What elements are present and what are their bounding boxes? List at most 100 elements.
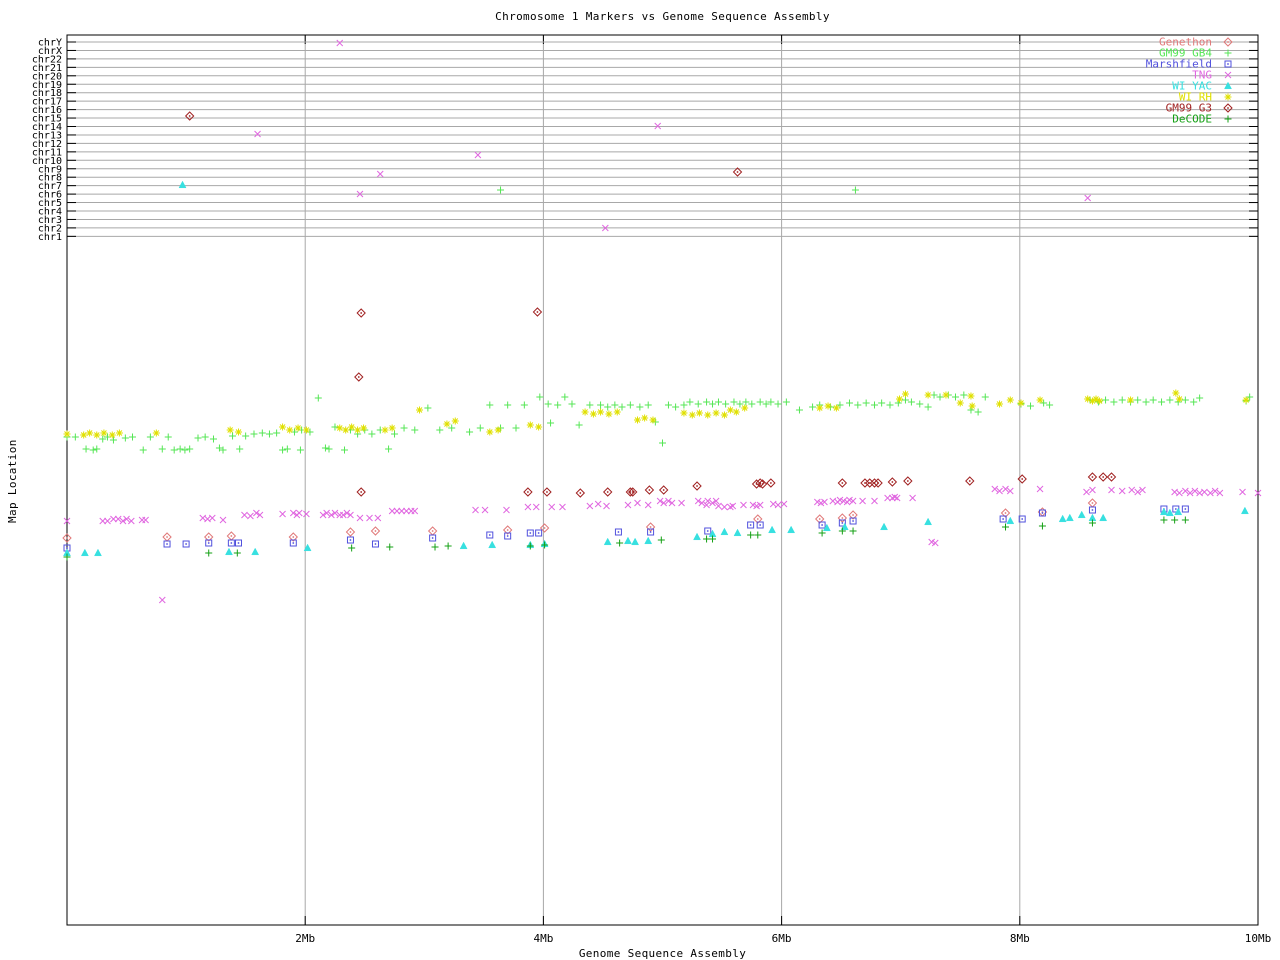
data-point (302, 426, 310, 434)
data-point (891, 493, 899, 501)
data-point (688, 411, 696, 419)
data-point (356, 514, 364, 522)
data-point (1083, 488, 1090, 496)
data-point (1036, 485, 1044, 493)
data-point (668, 499, 676, 507)
data-point (356, 308, 366, 318)
data-point (720, 527, 729, 536)
y-tick-label: chr6 (38, 190, 62, 201)
data-point (658, 485, 669, 495)
data-point (603, 487, 613, 497)
data-point (838, 527, 846, 535)
data-point (345, 527, 356, 537)
data-point (924, 403, 932, 411)
data-point (657, 536, 665, 544)
data-point (647, 528, 655, 536)
data-point (226, 531, 237, 541)
data-point (614, 528, 622, 536)
data-point (331, 509, 339, 517)
y-tick-label: chr7 (38, 181, 62, 192)
data-point (235, 428, 243, 436)
data-point (878, 399, 886, 407)
data-point (523, 487, 533, 497)
data-point (1058, 514, 1067, 523)
data-point (448, 424, 456, 432)
data-point (542, 487, 552, 497)
data-point (721, 503, 728, 511)
data-point (604, 403, 612, 411)
data-point (181, 446, 189, 454)
data-point (1110, 398, 1118, 406)
data-point (816, 404, 824, 412)
data-point (624, 501, 632, 509)
data-point (339, 511, 347, 519)
data-point (848, 510, 858, 520)
data-point (836, 401, 844, 409)
data-point (486, 428, 494, 436)
data-point (524, 503, 532, 511)
data-point (474, 151, 482, 159)
data-point (114, 515, 122, 523)
data-point (597, 408, 605, 416)
data-point (712, 497, 720, 505)
data-point (732, 167, 743, 177)
data-point (704, 411, 712, 419)
data-point (1002, 523, 1010, 531)
data-point (815, 514, 825, 524)
y-tick-label: chrX (38, 46, 62, 57)
legend-item-decode: DeCODE (1172, 113, 1232, 126)
chart-title: Chromosome 1 Markers vs Genome Sequence … (495, 10, 830, 23)
data-point (356, 190, 364, 198)
data-point (532, 307, 543, 317)
data-point (747, 531, 755, 539)
data-point (235, 539, 243, 547)
data-point (370, 526, 381, 536)
data-point (873, 478, 883, 488)
data-point (229, 432, 237, 440)
data-point (678, 499, 685, 507)
data-point (215, 444, 223, 452)
data-point (429, 534, 437, 542)
data-point (502, 525, 513, 535)
y-tick-label: chr21 (32, 63, 62, 74)
legend-label: GM99 G3 (1166, 102, 1212, 115)
data-point (603, 537, 612, 546)
data-point (1174, 507, 1183, 516)
data-point (1254, 489, 1262, 497)
diamond-dot-legend-marker-icon (1223, 37, 1233, 47)
data-point (251, 547, 260, 556)
data-point (695, 409, 703, 417)
data-point (1191, 487, 1199, 495)
data-point (712, 409, 720, 417)
data-point (733, 528, 742, 537)
data-point (709, 400, 717, 408)
data-point (624, 536, 632, 545)
data-point (965, 476, 975, 486)
data-point (862, 399, 870, 407)
data-point (634, 499, 641, 507)
data-point (62, 533, 72, 543)
data-point (644, 501, 652, 509)
data-point (747, 521, 755, 529)
data-point (109, 436, 117, 444)
data-point (295, 509, 303, 517)
legend-label: TNG (1192, 69, 1212, 82)
data-point (476, 424, 484, 432)
x-tick-label: 8Mb (1010, 932, 1030, 945)
data-point (93, 445, 101, 453)
data-point (1158, 398, 1166, 406)
data-point (497, 186, 505, 194)
data-point (1159, 507, 1168, 516)
data-point (715, 502, 722, 510)
data-point (526, 542, 534, 550)
data-point (164, 433, 172, 441)
data-point (328, 511, 335, 519)
data-point (494, 426, 502, 434)
series-wi-yac (63, 180, 1249, 557)
data-point (71, 433, 79, 441)
data-point (818, 529, 826, 537)
data-point (649, 416, 657, 424)
data-point (346, 536, 354, 544)
data-point (1196, 394, 1204, 402)
data-point (388, 507, 396, 515)
